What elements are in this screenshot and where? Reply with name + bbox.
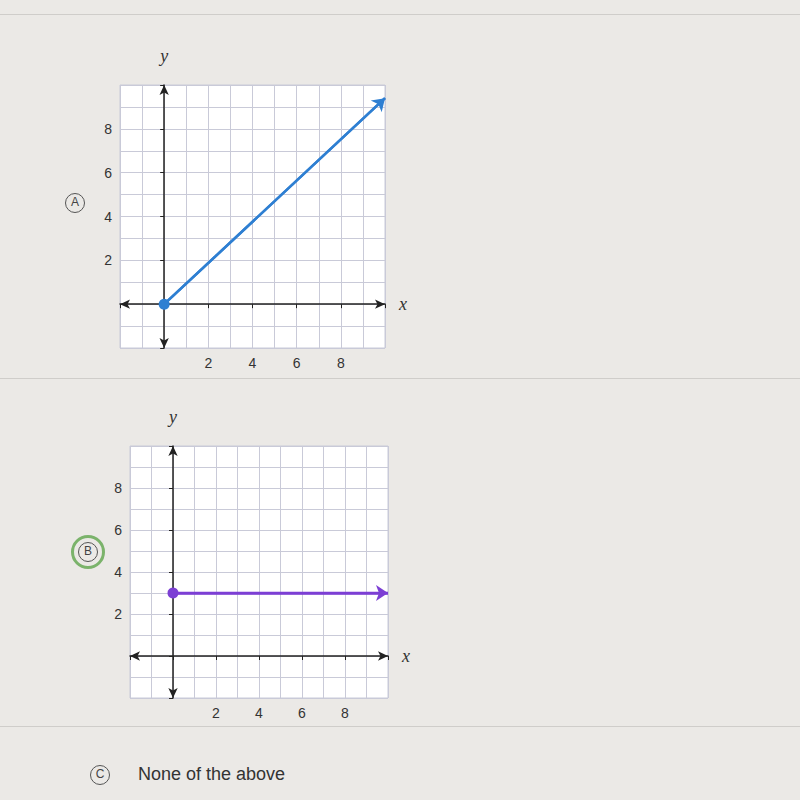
svg-text:6: 6	[298, 705, 306, 721]
svg-text:6: 6	[293, 355, 301, 370]
svg-text:8: 8	[114, 480, 122, 496]
svg-text:x: x	[401, 646, 410, 666]
html-text:None of the above: None of the above	[138, 764, 286, 784]
svg-text:y: y	[167, 407, 177, 427]
svg-text:6: 6	[104, 165, 112, 181]
html-text:C: C	[95, 767, 105, 781]
svg-text:8: 8	[337, 355, 345, 370]
svg-text:8: 8	[104, 121, 112, 137]
svg-text:x: x	[398, 294, 407, 314]
svg-text:4: 4	[249, 355, 257, 370]
svg-text:2: 2	[114, 606, 122, 622]
svg-text:2: 2	[204, 355, 212, 370]
svg-text:6: 6	[114, 522, 122, 538]
html-text:A: A	[71, 195, 79, 209]
svg-text:4: 4	[104, 209, 112, 225]
svg-text:y: y	[158, 46, 168, 66]
svg-text:4: 4	[255, 705, 263, 721]
svg-text:2: 2	[212, 705, 220, 721]
svg-text:4: 4	[114, 564, 122, 580]
html-text:B: B	[84, 544, 92, 558]
svg-text:8: 8	[341, 705, 349, 721]
svg-text:2: 2	[104, 252, 112, 268]
